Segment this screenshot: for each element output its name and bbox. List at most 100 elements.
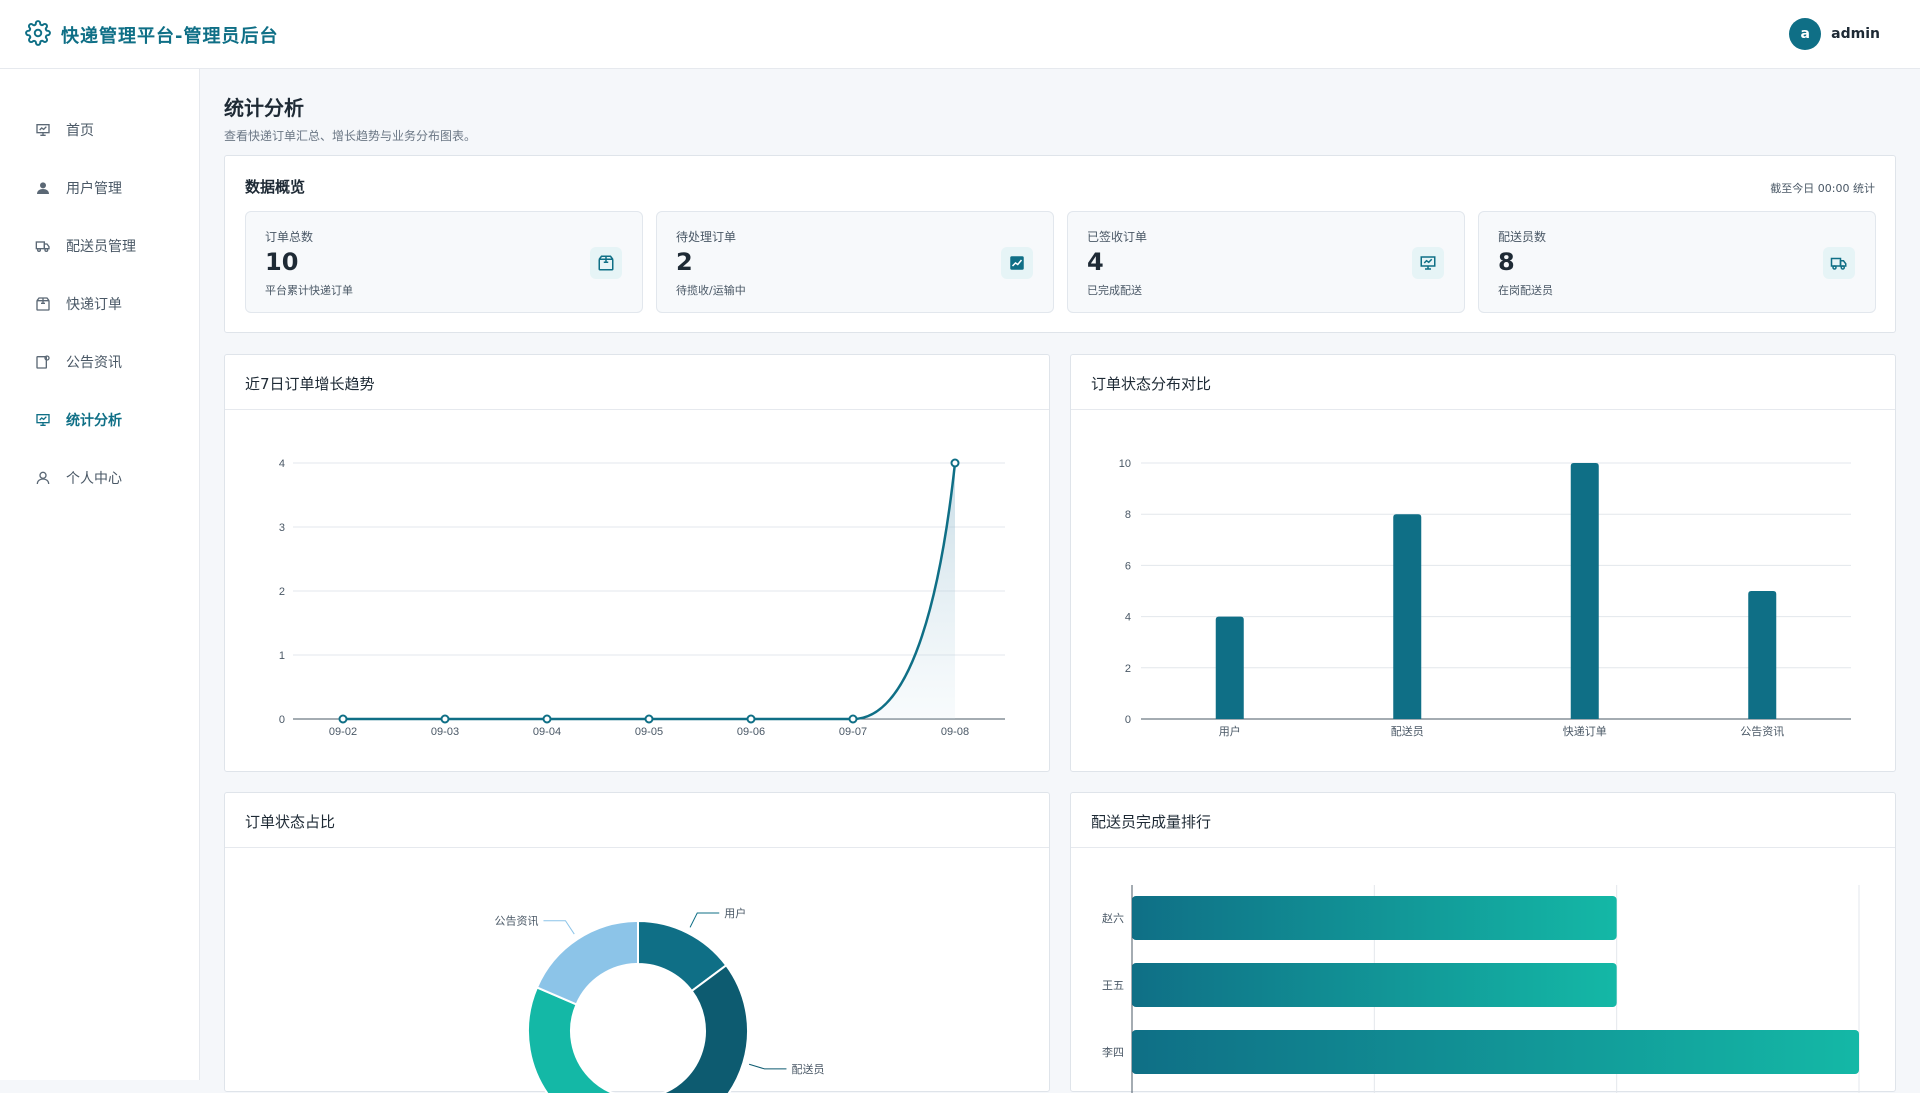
package-icon <box>590 247 622 279</box>
label-line <box>689 912 720 928</box>
bar <box>1570 463 1599 719</box>
presentation-icon <box>1412 247 1444 279</box>
slice-label: 配送员 <box>791 1062 824 1076</box>
sidebar: 首页 用户管理 配送员管理 快递订单 公告资讯 统计分析 个人中心 <box>0 69 200 1080</box>
trend-point <box>746 714 756 724</box>
x-tick-label: 用户 <box>1219 724 1241 738</box>
stat-label: 配送员数 <box>1498 230 1547 244</box>
top-bar: 快递管理平台-管理员后台 a admin <box>0 0 1920 69</box>
x-tick-label: 09-03 <box>431 726 459 738</box>
notice-icon <box>34 353 52 371</box>
slice-label: 公告资讯 <box>494 915 538 928</box>
user-menu[interactable]: a admin <box>1789 18 1880 50</box>
gear-icon <box>25 20 51 50</box>
divider <box>1071 847 1895 848</box>
page-subtitle: 查看快递订单汇总、增长趋势与业务分布图表。 <box>224 129 477 143</box>
slice-label: 用户 <box>724 906 746 920</box>
stat-desc: 待揽收/运输中 <box>676 284 746 297</box>
user-icon <box>34 179 52 197</box>
sidebar-item-profile[interactable]: 个人中心 <box>34 463 122 493</box>
status-bar-chart[interactable]: 0 2 4 6 8 10 用户 配送员 快递订单 公告资讯 <box>1071 410 1897 771</box>
stat-value: 10 <box>265 248 299 276</box>
chart-board-icon <box>34 411 52 429</box>
username[interactable]: admin <box>1831 26 1880 42</box>
label-line <box>543 920 575 935</box>
sidebar-item-label: 快递订单 <box>66 297 122 313</box>
sidebar-item-home[interactable]: 首页 <box>34 115 94 145</box>
sidebar-item-label: 公告资讯 <box>66 355 122 371</box>
sidebar-item-label: 配送员管理 <box>66 239 136 255</box>
divider <box>225 409 1049 410</box>
sidebar-item-label: 用户管理 <box>66 181 122 197</box>
bar <box>1393 514 1422 719</box>
sidebar-item-couriers[interactable]: 配送员管理 <box>34 231 136 261</box>
avatar[interactable]: a <box>1789 18 1822 50</box>
y-tick-label: 2 <box>279 586 285 598</box>
ranking-bar <box>1132 963 1617 1007</box>
bar <box>1748 591 1777 719</box>
person-icon <box>34 469 52 487</box>
stat-value: 2 <box>676 248 693 276</box>
trend-line-chart[interactable]: 0 1 2 3 4 09-02 09-03 09-04 09-05 09-06 09-07 09-08 <box>225 410 1051 771</box>
sidebar-item-statistics[interactable]: 统计分析 <box>34 405 122 435</box>
y-tick-label: 0 <box>1125 714 1131 726</box>
y-tick-label: 6 <box>1125 560 1131 572</box>
stat-desc: 平台累计快递订单 <box>265 284 353 297</box>
overview-note: 截至今日 00:00 统计 <box>1770 182 1875 195</box>
stat-card-couriers[interactable]: 配送员数 8 在岗配送员 <box>1478 211 1876 313</box>
donut-slice <box>535 919 639 1006</box>
stat-desc: 已完成配送 <box>1087 284 1142 297</box>
x-tick-label: 09-06 <box>737 726 765 738</box>
brand[interactable]: 快递管理平台-管理员后台 <box>25 20 278 50</box>
trend-point <box>644 714 654 724</box>
y-tick-label: 4 <box>1125 612 1131 624</box>
x-tick-label: 公告资讯 <box>1740 725 1784 738</box>
courier-ranking-title: 配送员完成量排行 <box>1091 813 1212 831</box>
sidebar-item-notices[interactable]: 公告资讯 <box>34 347 122 377</box>
y-tick-label: 0 <box>279 714 285 726</box>
sidebar-item-label: 个人中心 <box>66 471 122 487</box>
stat-label: 已签收订单 <box>1087 230 1148 244</box>
status-bar-chart-panel: 订单状态分布对比 0 2 4 6 8 10 用户 配送员 快递订单 公告资讯 <box>1070 354 1896 772</box>
status-bar-chart-title: 订单状态分布对比 <box>1091 375 1212 393</box>
donut-slice <box>660 963 749 1093</box>
y-tick-label: 8 <box>1125 509 1131 521</box>
donut-slice <box>527 986 662 1093</box>
ranking-bar <box>1132 1030 1859 1074</box>
courier-ranking-panel: 配送员完成量排行 赵六王五李四 <box>1070 792 1897 1093</box>
ranking-bar <box>1132 896 1617 940</box>
stat-desc: 在岗配送员 <box>1498 284 1553 297</box>
y-tick-label: 赵六 <box>1102 911 1124 925</box>
sidebar-item-users[interactable]: 用户管理 <box>34 173 122 203</box>
x-tick-label: 快递订单 <box>1563 724 1607 738</box>
stat-label: 订单总数 <box>265 230 314 244</box>
stat-label: 待处理订单 <box>676 230 737 244</box>
y-tick-label: 10 <box>1119 458 1131 470</box>
trend-point <box>440 714 450 724</box>
sidebar-item-label: 首页 <box>66 123 94 139</box>
y-tick-label: 李四 <box>1102 1045 1124 1059</box>
x-tick-label: 09-07 <box>839 726 867 738</box>
presentation-icon <box>34 121 52 139</box>
label-line <box>748 1063 787 1070</box>
trend-line <box>343 462 957 721</box>
trend-point <box>338 714 348 724</box>
trend-chart-panel: 近7日订单增长趋势 0 1 2 3 4 09-02 09-03 09-04 09-05 09-06… <box>224 354 1050 772</box>
sidebar-item-orders[interactable]: 快递订单 <box>34 289 122 319</box>
overview-title: 数据概览 <box>245 178 306 196</box>
sidebar-item-label: 统计分析 <box>66 413 122 429</box>
stat-card-total-orders[interactable]: 订单总数 10 平台累计快递订单 <box>245 211 643 313</box>
package-icon <box>34 295 52 313</box>
stat-card-pending-orders[interactable]: 待处理订单 2 待揽收/运输中 <box>656 211 1054 313</box>
bar <box>1215 616 1244 719</box>
status-pie-chart-title: 订单状态占比 <box>245 813 336 831</box>
truck-icon <box>34 237 52 255</box>
y-tick-label: 3 <box>279 522 285 534</box>
stat-value: 8 <box>1498 248 1515 276</box>
x-tick-label: 09-04 <box>533 726 561 738</box>
app-title: 快递管理平台-管理员后台 <box>61 26 279 47</box>
y-tick-label: 王五 <box>1102 980 1124 992</box>
stat-card-signed-orders[interactable]: 已签收订单 4 已完成配送 <box>1067 211 1465 313</box>
